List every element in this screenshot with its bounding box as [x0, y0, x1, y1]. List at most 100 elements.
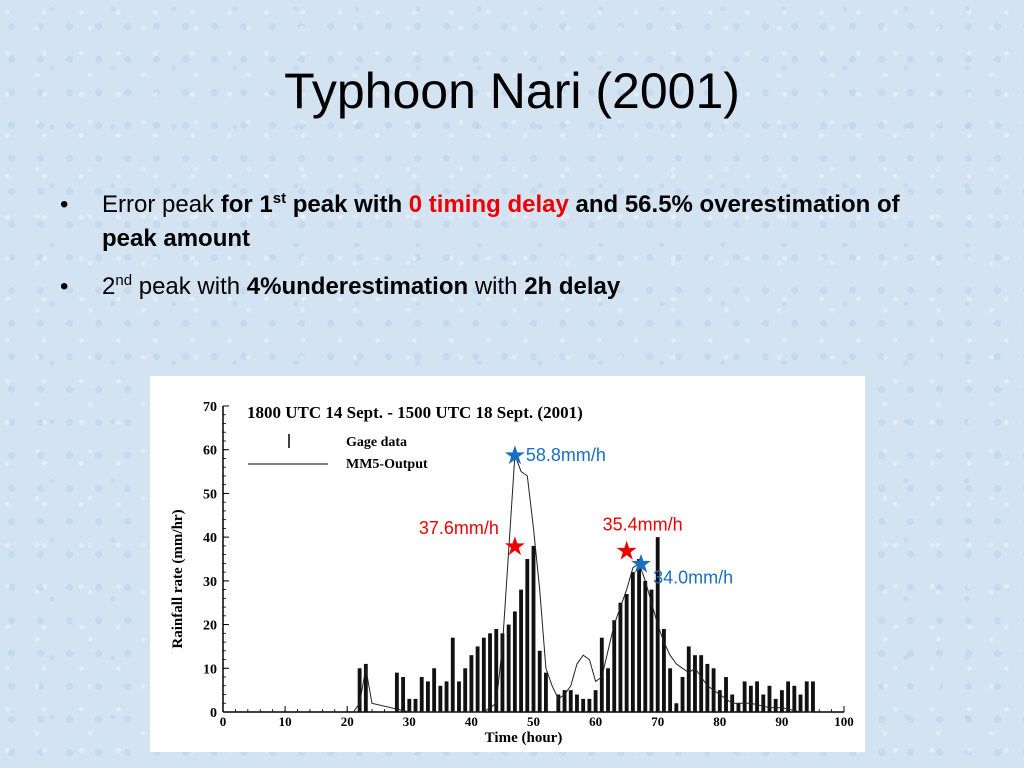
- gage-bar: [736, 703, 741, 712]
- x-tick-label: 30: [403, 714, 416, 729]
- gage-bar: [811, 681, 815, 712]
- gage-bar: [363, 663, 368, 712]
- bullet-text: for 1: [220, 191, 273, 218]
- gage-bar: [562, 690, 567, 712]
- gage-bar: [606, 668, 610, 712]
- gage-bar: [624, 593, 629, 712]
- gage-bar: [488, 633, 492, 712]
- gage-bar: [792, 685, 797, 712]
- annotation-star-icon: ★: [615, 536, 638, 566]
- gage-bar: [804, 681, 809, 712]
- mm5-series-line: [352, 454, 813, 713]
- bullet-item-2: • 2nd peak with 4%underestimation with 2…: [60, 270, 960, 304]
- gage-bar: [444, 681, 449, 712]
- annotation-label: 34.0mm/h: [653, 567, 733, 587]
- gage-bar: [705, 663, 710, 712]
- gage-bar: [724, 677, 728, 712]
- x-axis-label: Time (hour): [485, 730, 563, 746]
- x-tick-label: 70: [651, 714, 664, 729]
- gage-bar: [401, 677, 406, 712]
- gage-bar: [680, 677, 685, 712]
- x-tick-label: 20: [341, 714, 354, 729]
- gage-bar: [475, 646, 480, 712]
- gage-bar: [481, 637, 486, 712]
- gage-bar: [742, 681, 747, 712]
- bullet-highlight: 0 timing delay: [408, 191, 569, 218]
- gage-bar: [693, 655, 697, 712]
- gage-bar: [612, 620, 617, 712]
- x-tick-label: 50: [527, 714, 540, 729]
- gage-bar: [426, 681, 430, 712]
- gage-bar: [767, 685, 772, 712]
- x-tick-label: 10: [279, 714, 292, 729]
- gage-bar: [581, 698, 586, 712]
- chart-axes: 0 10 20 30 40 50 60 70 80 90 100 0 10 20 30 40 50 60 70 Tim…: [170, 400, 854, 746]
- bullet-list: • Error peak for 1st peak with 0 timing …: [60, 188, 960, 318]
- gage-bar: [575, 694, 579, 712]
- y-axis-label: Rainfall rate (mm/hr): [170, 509, 186, 648]
- bullet-text: peak with: [132, 273, 247, 300]
- gage-bar: [587, 698, 592, 712]
- gage-bar: [450, 637, 455, 712]
- gage-bar: [773, 698, 778, 712]
- bullet-superscript: nd: [115, 272, 133, 289]
- gage-bars: [357, 537, 815, 712]
- chart-title: 1800 UTC 14 Sept. - 1500 UTC 18 Sept. (2…: [247, 403, 583, 422]
- gage-bar: [568, 690, 573, 712]
- chart-annotations: ★ 58.8mm/h★37.6mm/h★35.4mm/h★ 34.0mm/h: [419, 441, 733, 587]
- gage-bar: [643, 580, 648, 712]
- y-tick-label: 70: [203, 400, 217, 415]
- gage-bar: [717, 690, 722, 712]
- gage-bar: [637, 559, 641, 712]
- gage-bar: [357, 668, 362, 712]
- bullet-text: Error peak: [102, 191, 221, 218]
- gage-bar: [786, 681, 791, 712]
- gage-bar: [649, 589, 654, 712]
- annotation-label: 58.8mm/h: [526, 445, 606, 465]
- x-tick-label: 0: [220, 714, 227, 729]
- y-tick-label: 30: [203, 575, 217, 590]
- gage-bar: [463, 668, 468, 712]
- slide-title: Typhoon Nari (2001): [284, 63, 740, 119]
- annotation-label: 37.6mm/h: [419, 518, 499, 538]
- gage-bar: [593, 690, 598, 712]
- gage-bar: [543, 672, 548, 712]
- gage-bar: [686, 646, 691, 712]
- gage-bar: [674, 703, 679, 712]
- bullet-text: 2: [102, 273, 116, 300]
- gage-bar: [413, 698, 418, 712]
- x-tick-label: 90: [775, 714, 788, 729]
- bullet-superscript: st: [272, 190, 287, 207]
- legend-mm5-label: MM5-Output: [346, 457, 428, 472]
- gage-bar: [469, 655, 474, 712]
- y-tick-label: 50: [203, 487, 217, 502]
- gage-bar: [748, 685, 753, 712]
- y-tick-label: 20: [203, 619, 217, 634]
- gage-bar: [761, 694, 766, 712]
- gage-bar: [779, 690, 784, 712]
- y-tick-label: 40: [203, 531, 217, 546]
- gage-bar: [519, 589, 524, 712]
- gage-bar: [438, 685, 443, 712]
- bullet-text: 4%underestimation: [246, 273, 469, 300]
- x-tick-label: 100: [834, 714, 854, 729]
- gage-bar: [500, 633, 505, 712]
- rainfall-chart: 0 10 20 30 40 50 60 70 80 90 100 0 10 20 30 40 50 60 70 Tim…: [150, 376, 865, 752]
- gage-bar: [432, 668, 437, 712]
- bullet-text: with: [468, 273, 525, 300]
- chart-legend: Gage data MM5-Output: [248, 434, 428, 472]
- x-tick-label: 80: [713, 714, 726, 729]
- annotation-star-icon: ★: [629, 549, 652, 579]
- gage-bar: [506, 624, 511, 712]
- gage-bar: [556, 694, 561, 712]
- gage-bar: [668, 668, 673, 712]
- bullet-dot: •: [60, 191, 69, 218]
- annotation-star-icon: ★: [503, 532, 526, 562]
- gage-bar: [407, 698, 412, 712]
- y-tick-label: 60: [203, 444, 217, 459]
- gage-bar: [630, 572, 635, 712]
- rainfall-chart-svg: 0 10 20 30 40 50 60 70 80 90 100 0 10 20 30 40 50 60 70 Tim…: [170, 400, 854, 746]
- gage-bar: [494, 628, 499, 712]
- gage-bar: [699, 655, 704, 712]
- annotation-star-icon: ★: [503, 441, 526, 471]
